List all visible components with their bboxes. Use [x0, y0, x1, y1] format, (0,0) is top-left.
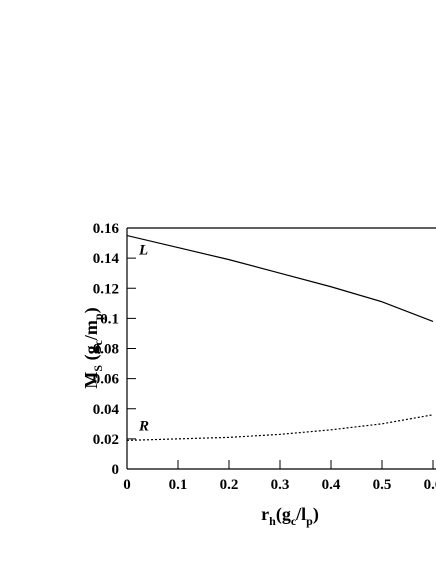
y-axis-label-part: p	[91, 313, 105, 320]
x-tick-label: 0.3	[271, 477, 290, 493]
y-tick-label: 0	[112, 462, 120, 478]
y-tick-label: 0.04	[93, 402, 120, 418]
series-label: L	[138, 243, 148, 259]
x-axis-label: rh(gc/lp)	[261, 504, 319, 528]
y-tick-label: 0.06	[93, 372, 120, 388]
y-axis-label-part: S	[91, 365, 105, 372]
x-axis-label-part: )	[313, 504, 319, 525]
x-tick-label: 0.2	[220, 477, 239, 493]
y-axis-label-part: c	[91, 339, 105, 345]
y-axis-label-part: )	[81, 307, 102, 313]
series-line	[126, 234, 434, 322]
x-axis-label-part: h	[269, 514, 276, 528]
x-tick-label: 0.5	[373, 477, 392, 493]
y-tick-label: 0.16	[93, 221, 120, 237]
x-tick-label: 0.1	[169, 477, 188, 493]
series-line	[126, 414, 434, 441]
y-tick-label: 0.1	[100, 311, 119, 327]
y-tick-label: 0.02	[93, 432, 119, 448]
y-axis-label-part: M	[81, 372, 101, 389]
x-axis-label-part: p	[306, 514, 313, 528]
x-tick-label: 0.6	[424, 477, 436, 493]
y-tick-label: 0.08	[93, 342, 119, 358]
y-axis-label-part: (g	[81, 345, 102, 365]
y-tick-label: 0.12	[93, 281, 119, 297]
x-axis-label-part: (g	[276, 504, 291, 525]
x-axis-label-part: c	[291, 514, 297, 528]
x-axis-label-part: /l	[295, 504, 306, 524]
y-axis-label-part: /m	[81, 320, 101, 341]
x-axis-label-part: r	[261, 504, 269, 524]
x-tick-label: 0.4	[322, 477, 341, 493]
y-tick-label: 0.14	[93, 251, 120, 267]
x-tick-label: 0	[123, 477, 131, 493]
series-label: R	[138, 418, 149, 434]
y-axis-label: MS (gc/mp)	[81, 307, 105, 388]
